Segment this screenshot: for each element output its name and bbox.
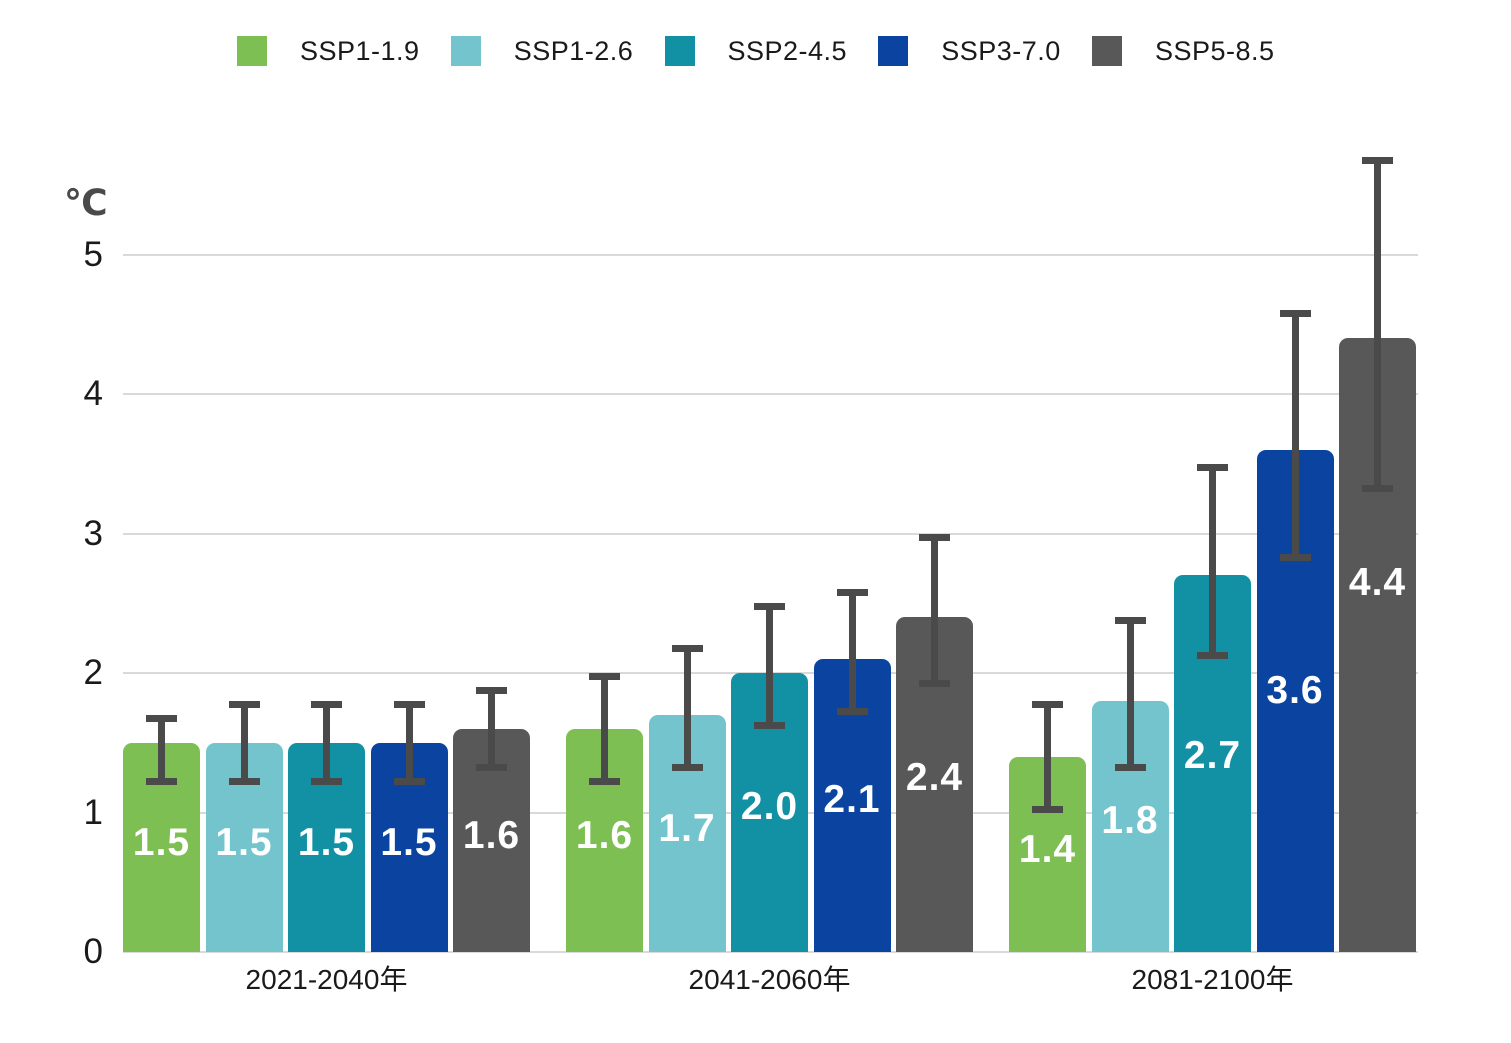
error-bar-bottom-cap [311, 777, 342, 785]
error-bar-line [683, 645, 691, 771]
bar-value-label: 3.6 [1266, 668, 1324, 712]
error-bar-top-cap [589, 673, 620, 680]
error-bar-line [240, 700, 248, 785]
error-bar-bottom-cap [393, 777, 425, 785]
error-bar-bottom-cap [754, 721, 785, 729]
error-bar-top-cap [1114, 617, 1146, 625]
error-bar-line [1374, 156, 1381, 492]
error-bar-bottom-cap [1197, 652, 1228, 660]
bar-value-label: 1.8 [1101, 799, 1159, 843]
error-bar-bottom-cap [1032, 805, 1063, 813]
bar-value-label: 4.4 [1348, 561, 1407, 605]
legend-item-ssp3-7.0: SSP3-7.0 [878, 36, 1061, 66]
gridline [123, 951, 1418, 953]
error-bar-top-cap [393, 700, 425, 708]
error-bar-line [323, 700, 330, 785]
bar-value-label: 2.7 [1183, 734, 1242, 778]
y-tick-label: 1 [83, 792, 103, 832]
error-bar-bottom-cap [919, 679, 950, 687]
gridline [123, 253, 1418, 256]
x-axis-label: 2081-2100年 [1131, 964, 1294, 995]
y-tick-label: 5 [83, 234, 103, 274]
error-bar-line [1209, 463, 1216, 660]
legend-label: SSP3-7.0 [941, 35, 1061, 66]
error-bar-line [488, 686, 495, 771]
error-bar-top-cap [1362, 156, 1393, 164]
legend-swatch-ssp1-2.6 [450, 36, 481, 66]
error-bar-top-cap [228, 700, 260, 708]
error-bar-line [158, 714, 165, 785]
legend-item-ssp2-4.5: SSP2-4.5 [664, 35, 848, 66]
legend-label: SSP1-2.6 [513, 35, 634, 66]
legend-label: SSP2-4.5 [727, 35, 848, 66]
error-bar-line [1291, 310, 1299, 562]
error-bar-top-cap [1279, 310, 1311, 318]
bar-value-label: 1.6 [575, 813, 634, 857]
error-bar-bottom-cap [671, 763, 703, 771]
error-bar-top-cap [1197, 463, 1228, 471]
error-bar-top-cap [146, 714, 177, 722]
error-bar-top-cap [671, 645, 703, 653]
error-bar-top-cap [919, 533, 950, 541]
error-bar-bottom-cap [476, 763, 507, 771]
gridline [123, 393, 1418, 395]
y-axis-unit-label: ℃ [64, 182, 108, 223]
legend-label: SSP5-8.5 [1155, 35, 1275, 66]
gridline [123, 532, 1418, 535]
bar-value-label: 1.4 [1018, 828, 1077, 872]
legend-item-ssp1-1.9: SSP1-1.9 [237, 36, 420, 66]
error-bar-bottom-cap [1114, 763, 1146, 771]
error-bar-line [848, 589, 856, 715]
bar-value-label: 1.5 [132, 821, 191, 865]
error-bar-bottom-cap [1362, 484, 1393, 492]
error-bar-line [1044, 700, 1051, 813]
error-bar-bottom-cap [589, 777, 620, 785]
y-tick-label: 2 [83, 652, 103, 692]
y-tick-label: 4 [83, 373, 103, 413]
error-bar-line [766, 603, 773, 729]
x-axis-label: 2041-2060年 [688, 964, 851, 995]
error-bar-bottom-cap [146, 777, 177, 785]
bar-value-label: 1.5 [297, 821, 356, 865]
error-bar-top-cap [476, 686, 507, 694]
legend-swatch-ssp3-7.0 [878, 36, 909, 66]
legend-item-ssp1-2.6: SSP1-2.6 [450, 35, 634, 66]
error-bar-top-cap [754, 603, 785, 611]
y-tick-label: 0 [83, 931, 103, 971]
legend-swatch-ssp2-4.5 [664, 36, 695, 66]
bar-value-label: 2.4 [905, 755, 964, 799]
bar-value-label: 1.5 [215, 821, 273, 865]
error-bar-top-cap [1032, 700, 1063, 708]
error-bar-bottom-cap [836, 707, 868, 715]
x-axis-label: 2021-2040年 [245, 964, 408, 995]
bar-value-label: 2.1 [823, 777, 881, 821]
error-bar-bottom-cap [228, 777, 260, 785]
legend-label: SSP1-1.9 [300, 35, 420, 66]
error-bar-line [601, 673, 608, 785]
y-tick-label: 3 [83, 513, 103, 553]
error-bar-line [931, 533, 938, 687]
bar-value-label: 2.0 [740, 784, 799, 828]
legend-item-ssp5-8.5: SSP5-8.5 [1092, 36, 1275, 66]
legend-swatch-ssp1-1.9 [237, 36, 267, 66]
error-bar-bottom-cap [1279, 554, 1311, 562]
error-bar-line [1126, 617, 1134, 771]
error-bar-top-cap [836, 589, 868, 597]
bar-value-label: 1.7 [658, 806, 716, 850]
bar-value-label: 1.5 [380, 821, 438, 865]
error-bar-line [405, 700, 413, 785]
error-bar-top-cap [311, 700, 342, 708]
legend-swatch-ssp5-8.5 [1092, 36, 1122, 66]
bar-value-label: 1.6 [462, 813, 521, 857]
